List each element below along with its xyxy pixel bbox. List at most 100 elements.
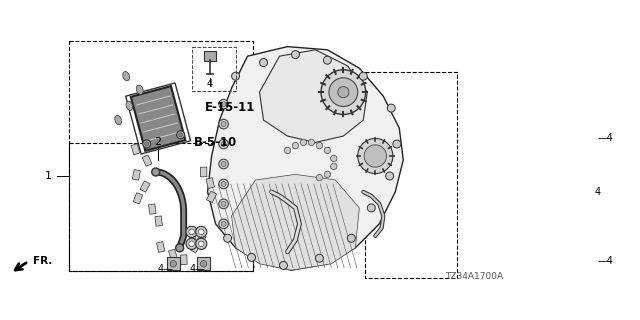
Polygon shape	[232, 174, 359, 270]
Circle shape	[177, 131, 185, 139]
Circle shape	[223, 234, 232, 242]
Circle shape	[316, 254, 323, 262]
Bar	[155, 214, 165, 225]
Circle shape	[367, 204, 375, 212]
Bar	[131, 145, 138, 155]
Circle shape	[248, 253, 255, 261]
Circle shape	[316, 174, 323, 181]
Circle shape	[189, 229, 195, 235]
Circle shape	[221, 162, 226, 166]
Bar	[180, 255, 187, 265]
Text: —4: —4	[597, 256, 613, 267]
Circle shape	[170, 260, 177, 267]
Circle shape	[219, 139, 228, 149]
Circle shape	[331, 163, 337, 170]
Circle shape	[189, 241, 195, 247]
Bar	[365, 72, 458, 277]
Circle shape	[292, 142, 299, 149]
Circle shape	[219, 199, 228, 209]
Circle shape	[221, 202, 226, 206]
Bar	[141, 158, 148, 168]
Circle shape	[599, 170, 618, 189]
Text: 4—: 4—	[157, 264, 173, 274]
Circle shape	[329, 78, 358, 107]
Text: E-15-11: E-15-11	[204, 101, 255, 114]
Circle shape	[221, 122, 226, 126]
Bar	[69, 41, 253, 271]
Ellipse shape	[123, 72, 129, 81]
Circle shape	[219, 99, 228, 109]
Circle shape	[386, 172, 394, 180]
FancyBboxPatch shape	[197, 257, 210, 270]
Circle shape	[331, 155, 337, 162]
Bar	[136, 193, 143, 203]
Circle shape	[179, 133, 182, 137]
Circle shape	[364, 145, 387, 167]
Circle shape	[324, 171, 331, 178]
Circle shape	[221, 221, 226, 226]
Bar	[168, 248, 179, 260]
Circle shape	[284, 147, 291, 154]
Circle shape	[358, 139, 393, 173]
Circle shape	[145, 142, 148, 146]
Text: 4—: 4—	[189, 264, 205, 274]
Circle shape	[219, 219, 228, 229]
Circle shape	[604, 175, 613, 185]
Circle shape	[186, 226, 197, 237]
Circle shape	[321, 70, 365, 115]
Circle shape	[259, 59, 268, 67]
Circle shape	[200, 260, 207, 267]
Circle shape	[324, 147, 331, 154]
Circle shape	[300, 139, 307, 146]
Polygon shape	[259, 50, 367, 142]
Bar	[191, 242, 201, 253]
Text: 3: 3	[639, 103, 640, 113]
Text: 1: 1	[44, 171, 51, 181]
Bar	[201, 179, 212, 191]
FancyBboxPatch shape	[600, 125, 617, 139]
Circle shape	[308, 139, 315, 146]
Circle shape	[143, 140, 150, 148]
Text: B-5-10: B-5-10	[194, 136, 237, 148]
Bar	[148, 202, 159, 213]
Polygon shape	[131, 86, 186, 151]
Bar	[140, 181, 150, 192]
Bar	[200, 167, 207, 177]
FancyBboxPatch shape	[167, 257, 180, 270]
Circle shape	[338, 86, 349, 98]
Circle shape	[175, 244, 184, 252]
Circle shape	[323, 56, 332, 64]
Text: 2: 2	[154, 137, 162, 147]
Circle shape	[393, 140, 401, 148]
Circle shape	[348, 234, 355, 242]
Circle shape	[316, 142, 323, 149]
Bar	[134, 169, 141, 179]
Circle shape	[186, 238, 197, 249]
Bar	[200, 231, 211, 242]
Circle shape	[219, 159, 228, 169]
Circle shape	[196, 226, 207, 237]
Circle shape	[609, 218, 617, 226]
FancyBboxPatch shape	[204, 52, 216, 61]
Bar	[209, 191, 217, 202]
Polygon shape	[207, 47, 403, 270]
Ellipse shape	[115, 116, 122, 125]
Text: FR.: FR.	[33, 256, 52, 266]
Circle shape	[221, 142, 226, 147]
Circle shape	[196, 238, 207, 249]
FancyBboxPatch shape	[598, 249, 614, 263]
Circle shape	[387, 104, 396, 112]
Ellipse shape	[126, 101, 132, 110]
Text: 4: 4	[594, 187, 600, 197]
Ellipse shape	[136, 85, 143, 94]
Circle shape	[152, 168, 160, 176]
Circle shape	[219, 179, 228, 189]
Circle shape	[198, 229, 204, 235]
Circle shape	[291, 51, 300, 59]
Bar	[69, 143, 253, 271]
Circle shape	[221, 102, 226, 107]
Bar	[186, 231, 195, 242]
Circle shape	[198, 241, 204, 247]
Circle shape	[359, 72, 367, 80]
Text: —4: —4	[597, 133, 613, 143]
